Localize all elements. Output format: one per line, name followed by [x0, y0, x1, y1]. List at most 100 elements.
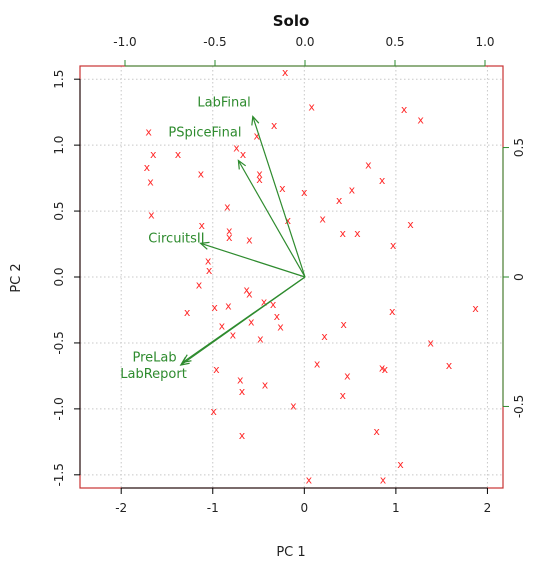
observation-point: x: [314, 358, 321, 371]
observation-point: x: [230, 329, 237, 342]
loading-arrow: [200, 242, 306, 278]
top-tick-label: -0.5: [203, 35, 226, 49]
bottom-axis: -2 -1 0 1 2: [115, 487, 492, 515]
grid-lines: [80, 66, 503, 488]
observation-point: x: [417, 114, 424, 127]
loading-arrows: LabFinal PSpiceFinal CircuitsII PreLab LabRe…: [120, 95, 306, 382]
observation-point: x: [277, 321, 284, 334]
observation-point: x: [239, 429, 246, 442]
observation-point: x: [354, 227, 361, 240]
observation-point: x: [301, 186, 308, 199]
observation-point: x: [257, 332, 264, 345]
observation-point: x: [349, 183, 356, 196]
observation-point: x: [184, 306, 191, 319]
top-axis: -1.0 -0.5 0.0 0.5 1.0: [113, 35, 495, 67]
observation-point: x: [224, 201, 231, 214]
observation-point: x: [427, 336, 434, 349]
right-tick-label: 0: [512, 273, 526, 281]
top-tick-label: 1.0: [475, 35, 494, 49]
observation-point: x: [344, 369, 351, 382]
observation-point: x: [148, 209, 155, 222]
observation-point: x: [196, 278, 203, 291]
chart-title: Solo: [273, 12, 310, 30]
observation-point: x: [274, 310, 281, 323]
left-tick-label: 0.5: [52, 202, 66, 221]
observation-point: x: [198, 168, 205, 181]
observation-point: x: [472, 302, 479, 315]
observation-point: x: [243, 284, 250, 297]
top-tick-label: -1.0: [113, 35, 136, 49]
observation-point: x: [248, 315, 255, 328]
observation-point: x: [261, 296, 268, 309]
loading-label: LabReport: [120, 367, 187, 382]
observation-point: x: [226, 231, 233, 244]
observation-point: x: [175, 148, 182, 161]
top-tick-label: 0.0: [295, 35, 314, 49]
right-tick-label: -0.5: [512, 395, 526, 418]
observation-point: x: [199, 219, 206, 232]
observation-point: x: [237, 373, 244, 386]
observation-point: x: [397, 458, 404, 471]
observation-point: x: [213, 363, 220, 376]
observation-point: x: [336, 194, 343, 207]
left-tick-label: 1.0: [52, 136, 66, 155]
observation-point: x: [271, 119, 278, 132]
observation-point: x: [407, 218, 414, 231]
observation-point: x: [262, 379, 269, 392]
loading-arrow: [237, 160, 306, 278]
observation-point: x: [253, 129, 260, 142]
observation-point: x: [270, 298, 277, 311]
x-axis-label: PC 1: [276, 545, 305, 560]
observation-point: x: [290, 400, 297, 413]
observation-point: x: [390, 239, 397, 252]
observation-point: x: [246, 234, 253, 247]
bottom-tick-label: -1: [207, 501, 219, 515]
observation-point: x: [373, 425, 380, 438]
observation-point: x: [226, 224, 233, 237]
observation-point: x: [446, 359, 453, 372]
left-tick-label: 0.0: [52, 267, 66, 286]
observation-point: x: [205, 255, 212, 268]
plot-frame: [79, 65, 504, 489]
observation-point: x: [144, 161, 151, 174]
observation-point: x: [365, 158, 372, 171]
loading-arrowhead: [199, 241, 210, 250]
observation-point: x: [285, 214, 292, 227]
bottom-tick-label: 2: [484, 501, 492, 515]
loading-arrow: [180, 276, 306, 366]
observation-point: x: [340, 227, 347, 240]
observation-point: x: [150, 148, 157, 161]
observation-point: x: [211, 301, 218, 314]
observation-point: x: [256, 168, 263, 181]
left-axis: -1.5 -1.0 -0.5 0.0 0.5 1.0 1.5: [52, 70, 81, 487]
observation-point: x: [380, 474, 387, 487]
left-tick-label: -0.5: [52, 331, 66, 354]
observation-point: x: [239, 385, 246, 398]
observation-point: x: [246, 288, 253, 301]
loading-label: PreLab: [132, 350, 176, 365]
observation-point: x: [340, 318, 347, 331]
observation-point: x: [321, 330, 328, 343]
observation-point: x: [389, 305, 396, 318]
loading-label: PSpiceFinal: [168, 125, 241, 140]
observation-point: x: [210, 405, 217, 418]
observation-point: x: [256, 173, 263, 186]
observation-point: x: [145, 125, 152, 138]
observation-point: x: [225, 300, 232, 313]
top-tick-label: 0.5: [385, 35, 404, 49]
observation-point: x: [340, 389, 347, 402]
bottom-tick-label: 0: [300, 501, 308, 515]
observation-point: x: [233, 141, 240, 154]
observation-point: x: [382, 363, 389, 376]
observation-point: x: [279, 182, 286, 195]
bottom-tick-label: 1: [392, 501, 400, 515]
loading-label: LabFinal: [197, 95, 250, 110]
observation-point: x: [401, 103, 408, 116]
observation-point: x: [219, 319, 226, 332]
loading-arrowhead: [179, 356, 190, 366]
right-tick-label: 0.5: [512, 138, 526, 157]
y-axis-label: PC 2: [9, 263, 24, 292]
observation-point: x: [306, 474, 313, 487]
